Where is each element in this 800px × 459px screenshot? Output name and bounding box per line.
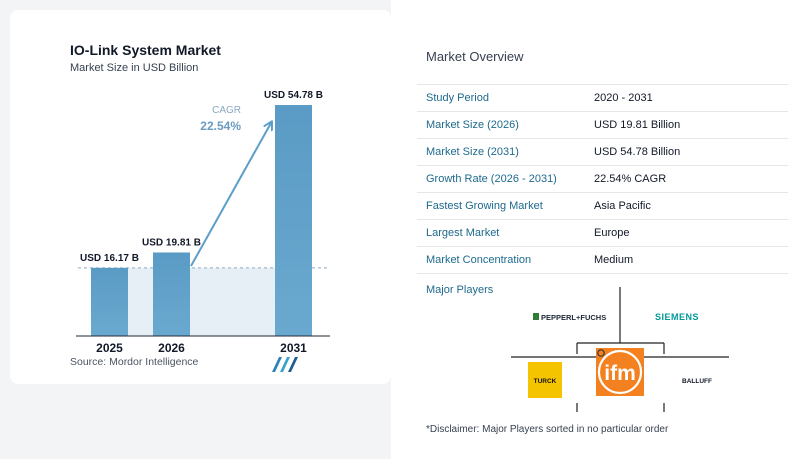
x-tick-label-2026: 2026 [158,341,185,355]
turck-text: TURCK [534,378,557,385]
ifm-logo: ifm [596,348,644,396]
major-players-title: Major Players [426,284,494,296]
bar-chart: USD 16.17 B 2025 USD 19.81 B 2026 USD 54.78 … [76,90,330,355]
data-label-2031: USD 54.78 B [264,90,323,101]
table-row: Largest Market Europe [417,219,788,247]
row-key: Market Concentration [417,246,585,274]
balluff-logo: BALLUFF [682,378,712,385]
row-key: Study Period [417,84,585,112]
ifm-text: ifm [604,362,636,385]
chart-subtitle: Market Size in USD Billion [70,62,199,74]
major-players-grid: PEPPERL+FUCHS SIEMENS TURCK ifm BALLUFF [511,287,729,412]
mordor-intelligence-logo-icon [272,357,298,372]
data-label-2025: USD 16.17 B [80,253,139,264]
row-key: Fastest Growing Market [417,192,585,220]
x-tick-label-2025: 2025 [96,341,123,355]
row-value: 2020 - 2031 [585,84,788,112]
market-overview-panel: Market Overview Study Period 2020 - 2031 … [391,0,800,459]
data-label-2026: USD 19.81 B [142,237,201,248]
pepperl-fuchs-logo: PEPPERL+FUCHS [533,313,606,322]
row-value: 22.54% CAGR [585,165,788,193]
row-key: Market Size (2026) [417,111,585,139]
table-row: Market Size (2031) USD 54.78 Billion [417,138,788,166]
bar-2031 [275,105,312,336]
row-value: Asia Pacific [585,192,788,220]
table-row: Growth Rate (2026 - 2031) 22.54% CAGR [417,165,788,193]
x-tick-label-2031: 2031 [280,341,307,355]
siemens-logo: SIEMENS [655,312,699,322]
overview-title: Market Overview [426,49,524,64]
table-row: Market Concentration Medium [417,246,788,274]
chart-source: Source: Mordor Intelligence [70,356,199,368]
row-value: Medium [585,246,788,274]
overview-table: Study Period 2020 - 2031 Market Size (202… [417,84,788,274]
bar-2025 [91,267,128,336]
chart-title: IO-Link System Market [70,42,221,58]
turck-logo: TURCK [528,362,562,398]
cagr-arrow [190,123,271,267]
cagr-value: 22.54% [200,119,241,133]
pepperl-fuchs-text: PEPPERL+FUCHS [541,313,606,322]
row-value: USD 19.81 Billion [585,111,788,139]
row-key: Growth Rate (2026 - 2031) [417,165,585,193]
row-key: Market Size (2031) [417,138,585,166]
row-value: USD 54.78 Billion [585,138,788,166]
row-value: Europe [585,219,788,247]
comparison-shade [128,267,275,336]
disclaimer: *Disclaimer: Major Players sorted in no … [426,424,669,435]
cagr-label: CAGR [212,105,241,116]
table-row: Fastest Growing Market Asia Pacific [417,192,788,220]
table-row: Study Period 2020 - 2031 [417,84,788,112]
bar-2026 [153,252,190,336]
row-key: Largest Market [417,219,585,247]
table-row: Market Size (2026) USD 19.81 Billion [417,111,788,139]
